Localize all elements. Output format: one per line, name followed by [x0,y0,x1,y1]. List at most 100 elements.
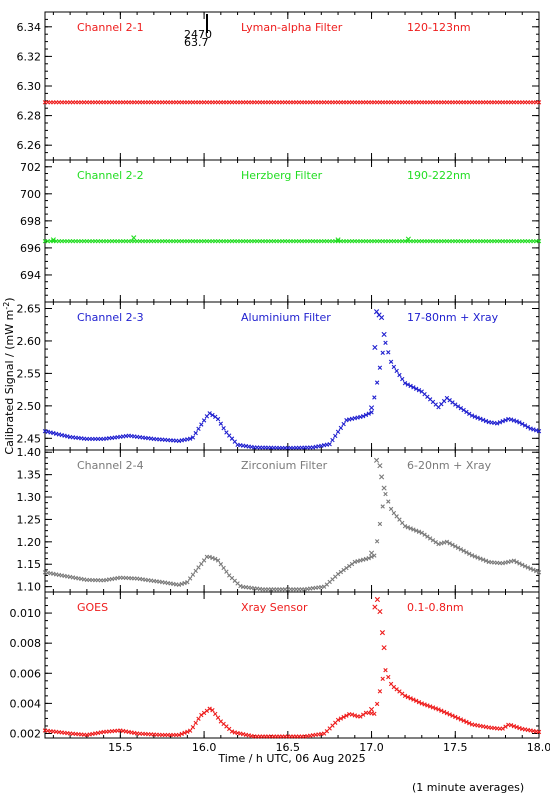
x-tick-label: 18.0 [527,741,550,754]
data-point [386,499,391,504]
data-point [475,415,480,420]
data-point [210,412,215,418]
data-point [182,580,187,586]
data-point [467,551,472,556]
data-point [372,344,378,351]
band-label: 6-20nm + Xray [407,459,492,472]
data-point [335,237,341,243]
data-point [185,579,190,585]
data-point [469,413,475,418]
data-point [218,421,224,426]
data-point [187,728,193,733]
band-label: 120-123nm [407,21,471,34]
data-point [528,426,533,431]
data-point [377,608,383,615]
data-point [522,564,528,569]
data-point [190,435,196,440]
data-point [534,428,539,433]
data-point [503,724,508,729]
data-point [374,539,380,544]
panel-2: 694 696 698 700 702 Channel 2-2 Herzberg Filte… [20,159,542,303]
data-point [461,407,466,413]
y-tick-label: 6.34 [17,21,42,34]
data-point [441,709,447,715]
data-point [215,558,221,563]
data-point [131,235,137,241]
data-point [528,566,533,571]
x-tick-label: 17.5 [443,741,468,754]
data-series [42,457,542,592]
data-point [531,567,536,573]
data-point [455,545,461,550]
data-point [193,430,198,436]
data-point [453,714,458,720]
data-point [536,100,542,105]
x-tick-label: 16.0 [192,741,217,754]
data-point [199,561,204,567]
data-point [381,485,387,491]
data-point [514,419,519,424]
channel-label: GOES [77,601,108,614]
annotation-top: 2470 [184,28,212,41]
y-tick-label: 0.006 [10,667,42,680]
data-point [458,717,464,722]
data-point [391,364,397,370]
band-label: 0.1-0.8nm [407,601,464,614]
data-point [381,331,387,338]
y-tick-label: 6.30 [17,80,42,93]
data-point [522,423,528,428]
data-point [333,433,338,439]
data-point [397,372,402,378]
data-point [414,528,419,533]
data-point [447,541,452,546]
data-point [416,529,422,534]
data-point [425,534,430,539]
data-point [461,548,466,553]
data-point [483,418,489,424]
y-tick-label: 1.35 [17,469,42,482]
data-point [503,417,508,423]
data-point [536,729,542,735]
data-point [430,705,436,710]
y-axis-title: Calibrated Signal / (mW m-2) [2,297,16,454]
data-point [377,365,383,370]
data-point [531,427,536,432]
data-point [478,416,483,422]
data-point [190,724,196,730]
data-point [388,359,394,364]
y-tick-label: 6.26 [17,139,42,152]
data-point [455,404,461,409]
data-point [414,386,419,391]
data-point [369,410,374,415]
data-point [388,506,394,512]
data-point [467,721,472,726]
panel-5: 0.002 0.004 0.006 0.008 0.010 15.5 16.0 16.5 17.… [10,591,550,754]
data-point [238,583,243,589]
data-point [430,538,436,543]
data-series [42,309,542,451]
filter-label: Herzberg Filter [241,169,323,182]
data-point [374,701,380,707]
data-point [536,238,542,244]
y-tick-label: 2.60 [17,335,42,348]
y-tick-label: 700 [20,188,41,201]
data-point [427,704,433,709]
data-point [508,417,514,422]
data-point [517,420,522,425]
data-point [436,707,441,712]
data-point [358,714,363,719]
data-point [461,718,466,723]
data-point [176,732,182,738]
y-tick-label: 694 [20,269,41,282]
data-point [464,719,469,725]
data-point [201,558,207,563]
data-point [185,729,190,734]
data-point [213,556,218,562]
data-point [377,689,383,694]
data-point [327,441,332,447]
data-point [411,697,416,702]
data-point [50,237,56,243]
x-axis-title: Time / h UTC, 06 Aug 2025 [217,752,365,765]
data-point [179,581,184,587]
